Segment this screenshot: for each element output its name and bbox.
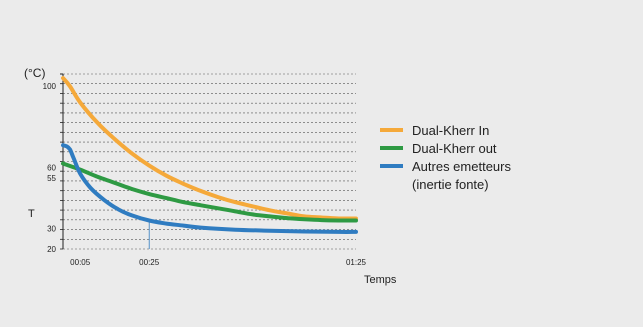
legend: Dual-Kherr In Dual-Kherr out Autres emette… [380, 123, 511, 192]
series [61, 76, 358, 234]
x-tick-label: 00:25 [139, 258, 160, 267]
series-line-3 [61, 143, 358, 234]
x-ticks: 00:05 00:25 01:25 [70, 222, 367, 267]
legend-label-3: Autres emetteurs [412, 159, 511, 174]
x-tick-label: 01:25 [346, 258, 367, 267]
axes [60, 73, 64, 249]
legend-label-2: Dual-Kherr out [412, 141, 497, 156]
y-tick-label: 55 [47, 174, 56, 183]
x-axis-title: Temps [364, 274, 397, 286]
grid [60, 73, 356, 250]
series-line-1 [61, 76, 358, 221]
unit-label: (°C) [24, 66, 45, 80]
y-axis-title: T [28, 208, 35, 220]
legend-label-3: (inertie fonte) [412, 177, 489, 192]
legend-label-1: Dual-Kherr In [412, 123, 489, 138]
y-tick-label: 60 [47, 164, 56, 173]
x-tick-label: 00:05 [70, 258, 91, 267]
y-tick-label: 20 [47, 245, 56, 254]
y-tick-label: 100 [43, 82, 57, 91]
y-tick-label: 30 [47, 225, 56, 234]
series-line-2 [61, 161, 358, 223]
